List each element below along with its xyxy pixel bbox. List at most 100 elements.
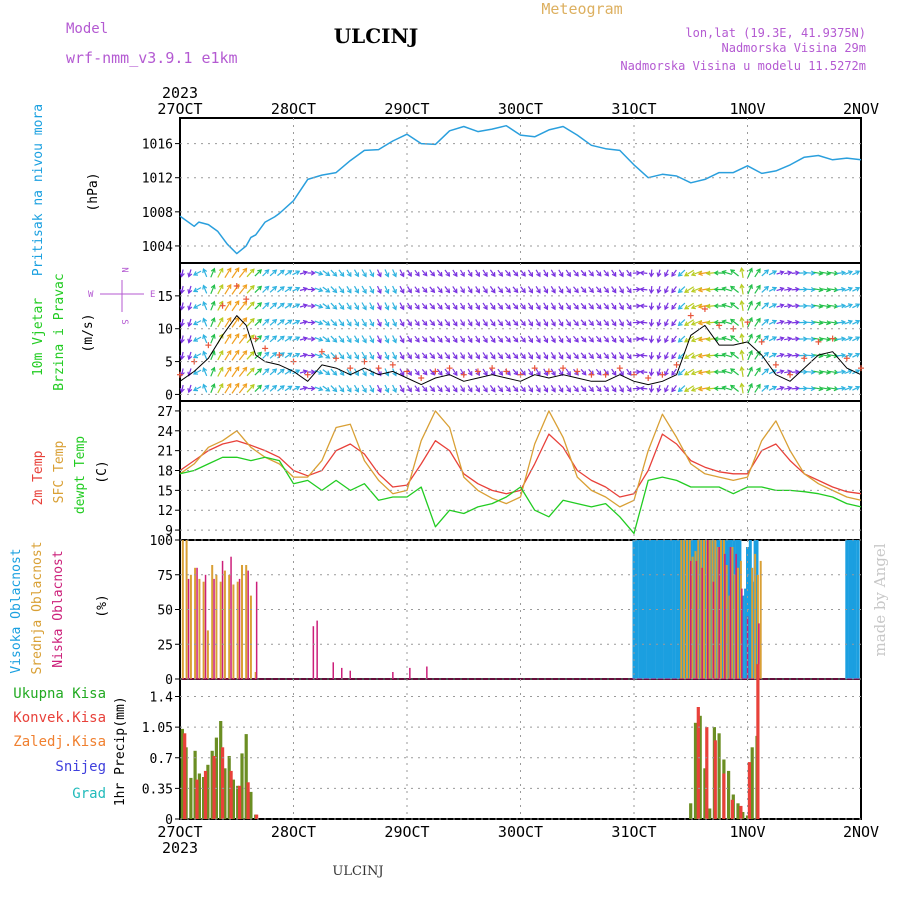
wind-arrow-head <box>218 316 224 323</box>
wind-arrow <box>550 285 556 294</box>
wind-arrow <box>512 368 519 376</box>
wind-arrow-head <box>384 272 390 278</box>
wind-arrow <box>322 352 330 359</box>
wind-arrow <box>791 338 799 340</box>
wind-arrow <box>820 288 831 291</box>
wind-arrow <box>768 369 777 375</box>
wind-arrow-head <box>287 385 293 391</box>
wind-arrow-head <box>318 353 324 359</box>
wind-arrow-head <box>318 320 324 326</box>
wind-arrow <box>535 368 541 376</box>
wind-arrow <box>595 368 602 376</box>
wind-arrow <box>844 353 853 358</box>
low-cloud-bar <box>187 578 190 679</box>
wind-arrow-head <box>362 305 367 311</box>
wind-arrow-head <box>739 365 745 372</box>
wind-arrow <box>231 350 240 361</box>
wind-arrow-head <box>384 338 390 344</box>
wind-arrow <box>262 335 270 343</box>
wind-arrow-head <box>611 321 617 327</box>
wind-arrow <box>730 302 739 310</box>
wind-arrow-head <box>596 288 602 294</box>
wind-arrow-head <box>729 368 735 373</box>
wind-arrow-head <box>841 352 847 358</box>
wind-arrow <box>565 368 571 376</box>
high-cloud-bar <box>638 540 642 679</box>
wind-arrow <box>202 301 208 311</box>
wind-arrow <box>330 269 337 277</box>
wind-arrow <box>193 353 202 358</box>
wind-arrow-head <box>772 270 778 275</box>
wind-arrow-head <box>272 285 278 291</box>
wind-arrow-head <box>179 289 185 295</box>
mid-cloud-bar <box>211 565 214 679</box>
wind-arrow <box>299 304 308 308</box>
total-rain-bar <box>698 715 702 820</box>
wind-arrow <box>520 352 526 359</box>
wind-arrow <box>768 270 777 276</box>
wind-arrow-head <box>490 288 496 294</box>
wind-arrow-head <box>384 387 390 394</box>
wind-arrow-head <box>677 337 683 343</box>
wind-arrow-head <box>566 387 571 393</box>
wind-arrow-head <box>475 288 480 294</box>
total-rain-bar <box>231 779 235 819</box>
wind-arrow <box>436 352 443 359</box>
wind-arrow-head <box>242 284 248 289</box>
wind-arrow <box>844 271 853 275</box>
wind-arrow <box>527 368 533 376</box>
wind-arrow <box>262 368 270 376</box>
wind-arrow-head <box>287 352 293 358</box>
wind-arrow-head <box>257 302 263 307</box>
wind-arrow-head <box>756 301 761 307</box>
wind-arrow-head <box>671 288 676 294</box>
mid-cloud-bar <box>759 560 762 679</box>
wind-arrow <box>820 271 831 275</box>
wind-arrow-head <box>422 321 428 326</box>
xtick-label-bottom: 27OCT <box>157 823 202 841</box>
wind-arrow <box>210 383 215 394</box>
wind-arrow-head <box>551 305 556 311</box>
wind-arrow-head <box>264 368 270 374</box>
wind-arrow-head <box>574 387 579 393</box>
wind-arrow <box>497 385 503 392</box>
precip-unit: (mm) <box>113 696 128 727</box>
wind-arrow-head <box>810 353 816 359</box>
wind-arrow <box>314 320 323 325</box>
wind-arrow <box>520 385 526 392</box>
wind-arrow-head <box>399 338 405 344</box>
wind-arrow <box>595 269 602 277</box>
xtick-label-bottom: 31OCT <box>611 823 656 841</box>
wind-arrow-head <box>551 321 556 327</box>
wind-arrow <box>852 303 860 309</box>
mid-cloud-bar <box>754 553 757 679</box>
wind-arrow <box>806 338 815 340</box>
wind-arrow-head <box>202 334 208 340</box>
wind-arrow-head <box>604 288 610 294</box>
wind-arrow-head <box>787 352 793 358</box>
wind-arrow <box>284 352 292 359</box>
wind-arrow <box>231 366 240 378</box>
wind-arrow <box>595 286 602 293</box>
wind-arrow <box>284 286 292 293</box>
total-rain-bar <box>750 747 754 820</box>
wind-arrow <box>754 384 761 393</box>
wind-arrow-head <box>528 305 534 311</box>
wind-arrow-head <box>558 288 564 294</box>
wind-arrow-head <box>684 337 690 343</box>
ytick-label: 1.05 <box>142 721 173 736</box>
wind-arrow-head <box>684 304 690 310</box>
wind-arrow-head <box>249 334 255 340</box>
wind-arrow-head <box>369 305 375 311</box>
wind-arrow-head <box>407 371 412 376</box>
wind-arrow <box>353 351 359 360</box>
wind-arrow <box>543 318 548 327</box>
wind-arrow-head <box>713 369 719 375</box>
wind-arrow <box>761 319 769 326</box>
wind-arrow <box>202 384 208 393</box>
mid-cloud-bar <box>245 565 248 679</box>
wind-arrow <box>844 337 853 341</box>
wind-arrow-head <box>483 288 488 294</box>
wind-arrow-head <box>407 387 412 393</box>
wind-arrow <box>193 287 202 292</box>
